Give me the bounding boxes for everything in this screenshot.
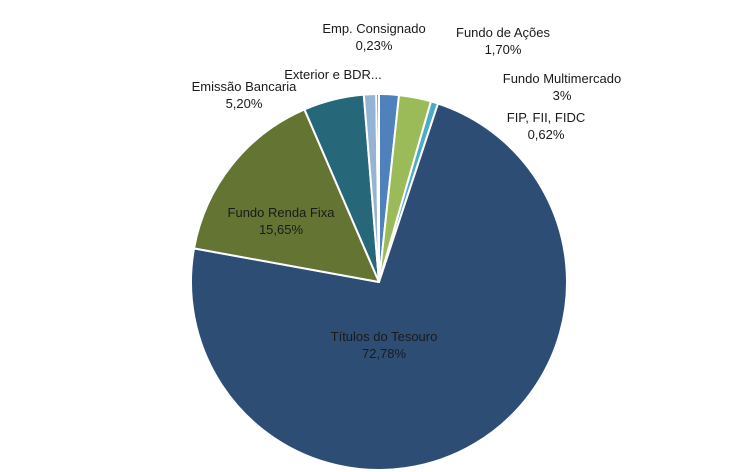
slice-label-value: 15,65% [258, 222, 304, 237]
slice-label-name: Emissão Bancaria [191, 79, 297, 94]
slice-label-fundo-multimercado: Fundo Multimercado 3% [503, 70, 622, 104]
slice-label-name: Exterior e BDR... [284, 67, 382, 82]
pie-slice-7 [375, 93, 380, 283]
pie-slice-4 [193, 108, 380, 283]
slice-label-name: Títulos do Tesouro [330, 329, 438, 344]
slice-label-value: 0,62% [527, 127, 565, 142]
slice-label-fip-fii-fidc: FIP, FII, FIDC 0,62% [507, 109, 586, 143]
slice-label-fundo-de-acoes: Fundo de Ações 1,70% [456, 24, 550, 58]
slice-label-name: Emp. Consignado [322, 21, 426, 36]
slice-label-name: Fundo Multimercado [502, 71, 622, 86]
slice-label-name: FIP, FII, FIDC [506, 110, 586, 125]
slice-label-name: Fundo de Ações [456, 25, 550, 40]
slice-label-emp-consignado: Emp. Consignado 0,23% [322, 20, 425, 54]
slice-label-value: 0,23% [355, 38, 393, 53]
slice-label-exterior-bdr: Exterior e BDR... [284, 66, 382, 83]
slice-label-name: Fundo Renda Fixa [227, 205, 335, 220]
pie-slice-3 [190, 102, 568, 472]
slice-label-titulos-do-tesouro: Títulos do Tesouro 72,78% [331, 328, 438, 362]
slice-label-value: 72,78% [361, 346, 407, 361]
slice-label-fundo-renda-fixa: Fundo Renda Fixa 15,65% [228, 204, 335, 238]
slice-label-value: 3% [552, 88, 572, 103]
slice-label-emissao-bancaria: Emissão Bancaria 5,20% [192, 78, 297, 112]
slice-label-value: 5,20% [225, 96, 263, 111]
slice-label-value: 1,70% [484, 42, 522, 57]
